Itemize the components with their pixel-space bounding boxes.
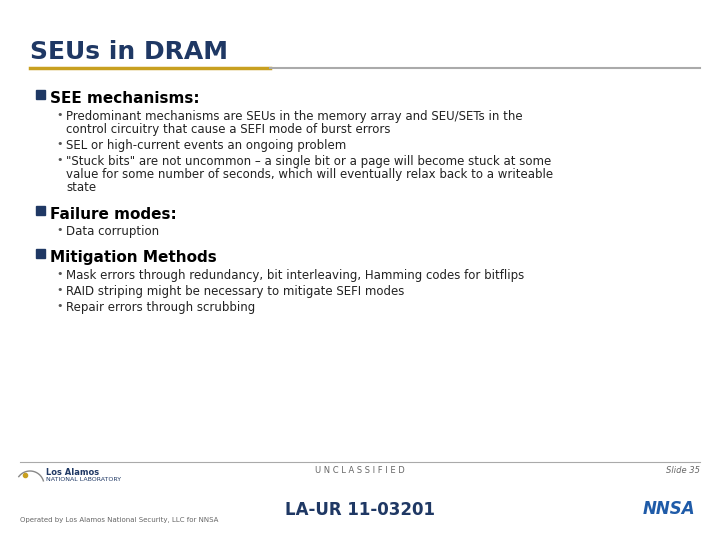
Text: state: state xyxy=(66,181,96,194)
Text: NATIONAL LABORATORY: NATIONAL LABORATORY xyxy=(46,477,121,482)
Text: control circuitry that cause a SEFI mode of burst errors: control circuitry that cause a SEFI mode… xyxy=(66,123,390,136)
Text: Repair errors through scrubbing: Repair errors through scrubbing xyxy=(66,301,256,314)
Bar xyxy=(36,90,45,99)
Text: SEE mechanisms:: SEE mechanisms: xyxy=(50,91,199,106)
Text: Mitigation Methods: Mitigation Methods xyxy=(50,251,217,266)
Text: •: • xyxy=(56,269,63,279)
Text: •: • xyxy=(56,301,63,312)
Text: •: • xyxy=(56,225,63,235)
Text: LA-UR 11-03201: LA-UR 11-03201 xyxy=(285,501,435,519)
Text: •: • xyxy=(56,110,63,119)
Text: Los Alamos: Los Alamos xyxy=(46,468,99,477)
Text: Data corruption: Data corruption xyxy=(66,225,159,238)
Text: Slide 35: Slide 35 xyxy=(666,466,700,475)
Text: •: • xyxy=(56,139,63,149)
Text: U N C L A S S I F I E D: U N C L A S S I F I E D xyxy=(315,466,405,475)
Text: NNSA: NNSA xyxy=(642,500,695,518)
Text: •: • xyxy=(56,285,63,295)
Bar xyxy=(36,249,45,259)
Text: RAID striping might be necessary to mitigate SEFI modes: RAID striping might be necessary to miti… xyxy=(66,285,405,298)
Text: value for some number of seconds, which will eventually relax back to a writeabl: value for some number of seconds, which … xyxy=(66,168,553,181)
Text: Failure modes:: Failure modes: xyxy=(50,207,176,221)
Text: SEL or high-current events an ongoing problem: SEL or high-current events an ongoing pr… xyxy=(66,139,346,152)
Bar xyxy=(36,206,45,215)
Text: Operated by Los Alamos National Security, LLC for NNSA: Operated by Los Alamos National Security… xyxy=(20,517,218,523)
Text: Mask errors through redundancy, bit interleaving, Hamming codes for bitflips: Mask errors through redundancy, bit inte… xyxy=(66,269,524,282)
Text: •: • xyxy=(56,155,63,165)
Text: "Stuck bits" are not uncommon – a single bit or a page will become stuck at some: "Stuck bits" are not uncommon – a single… xyxy=(66,155,552,168)
Text: Predominant mechanisms are SEUs in the memory array and SEU/SETs in the: Predominant mechanisms are SEUs in the m… xyxy=(66,110,523,123)
Text: SEUs in DRAM: SEUs in DRAM xyxy=(30,40,228,64)
